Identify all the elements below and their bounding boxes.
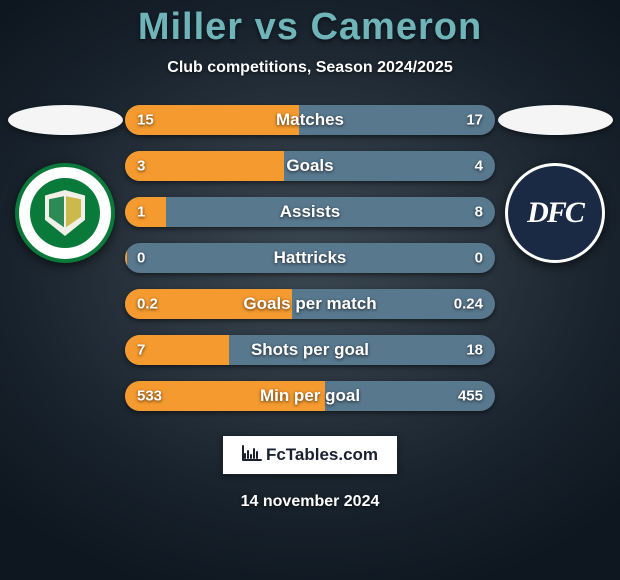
chart-icon xyxy=(242,445,262,466)
left-team-logo xyxy=(15,163,115,263)
stat-bar: 1517Matches xyxy=(125,105,495,135)
left-side xyxy=(5,105,125,263)
right-ellipse xyxy=(498,105,613,135)
vs-text: vs xyxy=(255,6,299,48)
stat-label: Shots per goal xyxy=(125,340,495,360)
stat-bar: 18Assists xyxy=(125,197,495,227)
right-team-logo: DFC xyxy=(505,163,605,263)
stat-bar: 533455Min per goal xyxy=(125,381,495,411)
shield-icon xyxy=(45,190,85,236)
content-root: Miller vs Cameron Club competitions, Sea… xyxy=(0,0,620,580)
stat-label: Hattricks xyxy=(125,248,495,268)
stat-label: Matches xyxy=(125,110,495,130)
comparison-bars: 1517Matches 34Goals 18Assists 00Hattricks 0.… xyxy=(125,105,495,411)
brand-badge: FcTables.com xyxy=(222,435,398,475)
subtitle: Club competitions, Season 2024/2025 xyxy=(167,59,452,77)
date-text: 14 november 2024 xyxy=(241,493,380,511)
stat-label: Goals per match xyxy=(125,294,495,314)
dundee-crest-icon: DFC xyxy=(527,196,583,230)
right-side: DFC xyxy=(495,105,615,263)
hibernian-crest-icon xyxy=(30,178,100,248)
stat-label: Assists xyxy=(125,202,495,222)
brand-text: FcTables.com xyxy=(266,445,378,465)
main-row: 1517Matches 34Goals 18Assists 00Hattricks 0.… xyxy=(0,105,620,411)
stat-label: Goals xyxy=(125,156,495,176)
left-ellipse xyxy=(8,105,123,135)
stat-bar: 0.20.24Goals per match xyxy=(125,289,495,319)
player-left-name: Miller xyxy=(138,6,243,48)
stat-bar: 34Goals xyxy=(125,151,495,181)
title: Miller vs Cameron xyxy=(138,6,482,49)
stat-bar: 718Shots per goal xyxy=(125,335,495,365)
player-right-name: Cameron xyxy=(310,6,482,48)
stat-bar: 00Hattricks xyxy=(125,243,495,273)
stat-label: Min per goal xyxy=(125,386,495,406)
